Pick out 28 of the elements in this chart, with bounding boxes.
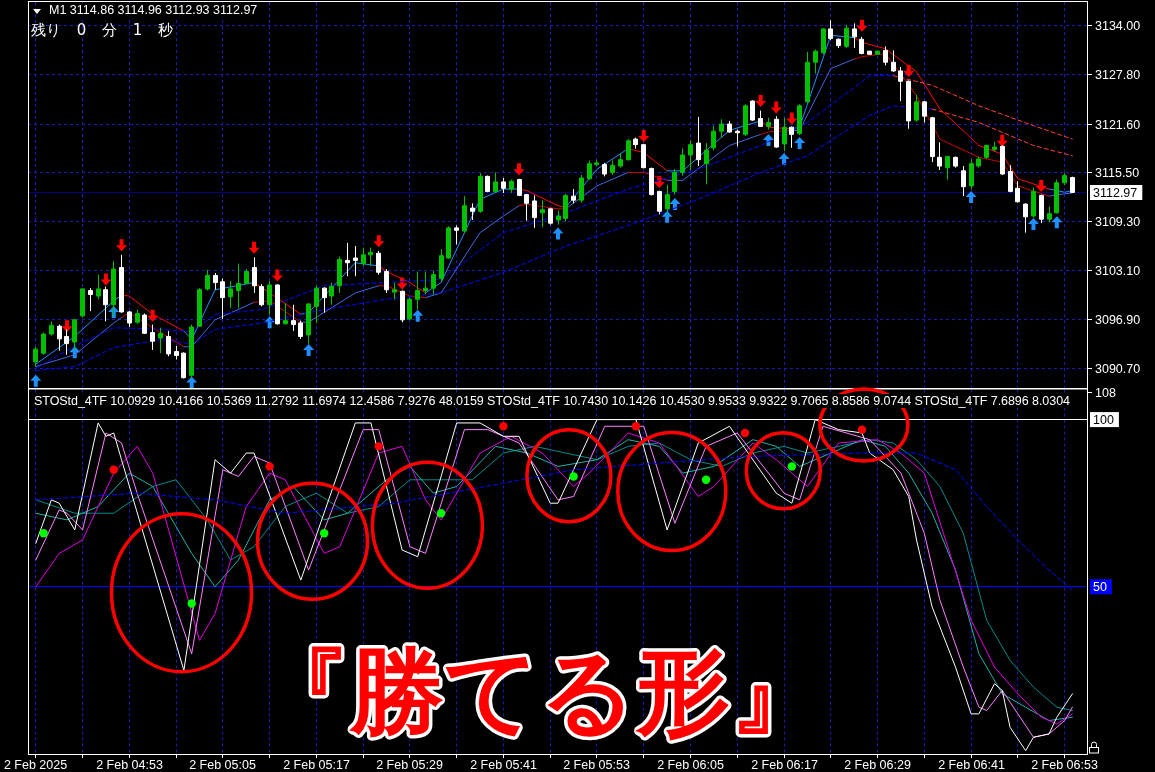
x-tick-label: 2 Feb 06:17 (751, 757, 818, 772)
y-tick-label: 3134.00 (1095, 19, 1141, 34)
y-tick-label: 100 (1093, 413, 1114, 428)
x-tick-label: 2 Feb 05:29 (376, 757, 443, 772)
x-tick-label: 2 Feb 2025 (3, 757, 68, 772)
ref-line-label: 3112.97 (1093, 186, 1138, 200)
x-tick-label: 2 Feb 06:53 (1031, 757, 1098, 772)
x-tick-label: 2 Feb 05:53 (563, 757, 630, 772)
y-tick-label: 108 (1095, 386, 1116, 401)
x-tick-label: 2 Feb 04:53 (96, 757, 163, 772)
y-tick-label: 3103.10 (1095, 264, 1141, 279)
y-tick-label: 3090.70 (1095, 362, 1141, 377)
x-tick-label: 2 Feb 06:41 (938, 757, 1005, 772)
chart-title: STOStd_4TF 10.0929 10.4166 10.5369 11.2792 11.6974 12.4586 7.9276 48.0159 STOStd_4TF 10.7430 10.1426 10.4530 9.9533 9.9322 9.7065 8.8586 9.0744 STOStd_4TF 7.6896 8.0304 (34, 394, 1071, 408)
y-tick-label: 3121.60 (1095, 117, 1141, 132)
chart-title: M1 3114.86 3114.96 3112.93 3112.97 (49, 3, 258, 17)
y-tick-label: 50 (1093, 580, 1107, 595)
x-tick-label: 2 Feb 05:05 (189, 757, 256, 772)
x-tick-label: 2 Feb 06:29 (844, 757, 911, 772)
x-tick-label: 2 Feb 05:41 (470, 757, 537, 772)
text: 残り 0 分 1 秒 (31, 21, 174, 39)
y-tick-label: 3109.30 (1095, 215, 1141, 230)
annotation: 『勝てる形』 (256, 637, 824, 746)
y-tick-label: 3096.90 (1095, 313, 1141, 328)
y-tick-label: 3115.50 (1095, 165, 1140, 180)
y-tick-label: 3127.80 (1095, 68, 1141, 83)
x-tick-label: 2 Feb 05:17 (283, 757, 350, 772)
x-tick-label: 2 Feb 06:05 (657, 757, 724, 772)
